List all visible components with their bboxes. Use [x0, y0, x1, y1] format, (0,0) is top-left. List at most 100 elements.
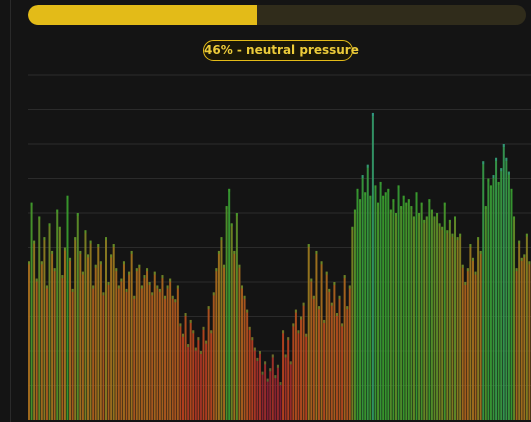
chart-bar [307, 244, 310, 420]
chart-bar [513, 216, 516, 420]
chart-bar-tip [202, 326, 205, 330]
chart-bar-tip [353, 209, 356, 213]
chart-bar-tip [266, 378, 269, 382]
chart-bar [146, 268, 149, 420]
chart-bar-tip [194, 347, 197, 351]
chart-bar [507, 171, 510, 420]
chart-bar [523, 254, 526, 420]
chart-bar-tip [199, 351, 202, 354]
chart-bar-tip [58, 226, 61, 230]
chart-bar [243, 295, 246, 420]
chart-bar-tip [515, 268, 518, 272]
chart-bar [189, 319, 192, 420]
chart-bar-tip [151, 292, 154, 296]
chart-bar [374, 185, 377, 420]
chart-bar [500, 168, 503, 420]
chart-bar-tip [81, 271, 84, 275]
chart-bar-tip [374, 185, 377, 189]
chart-bar-tip [174, 299, 177, 303]
chart-bar [405, 202, 408, 420]
chart-bar-tip [179, 323, 182, 327]
chart-bar-tip [153, 271, 156, 275]
chart-bar-tip [325, 271, 328, 275]
chart-bar-tip [412, 216, 415, 220]
chart-bar-tip [292, 323, 295, 327]
chart-bar [495, 157, 498, 421]
chart-bar [76, 213, 79, 420]
chart-bar-tip [30, 202, 33, 206]
chart-bar-tip [384, 192, 387, 196]
chart-bar-tip [430, 209, 433, 213]
chart-bar [323, 319, 326, 420]
chart-bar [469, 244, 472, 420]
chart-bar-tip [189, 319, 192, 323]
chart-bar [161, 275, 164, 420]
chart-bar [418, 213, 421, 420]
chart-bar-tip [297, 330, 300, 334]
chart-bar-tip [402, 195, 405, 199]
chart-bar [69, 257, 72, 420]
chart-bar [428, 199, 431, 420]
chart-bar [477, 237, 480, 420]
chart-bar [223, 264, 226, 420]
chart-bar [199, 351, 202, 420]
chart-bar-tip [495, 157, 498, 161]
chart-bar-tip [454, 216, 457, 220]
chart-bar-tip [328, 288, 331, 292]
chart-bar [351, 226, 354, 420]
chart-bar [184, 313, 187, 420]
chart-bar-tip [138, 264, 141, 268]
chart-bar [38, 216, 41, 420]
chart-bar-tip [169, 278, 172, 282]
chart-bar-tip [456, 237, 459, 241]
chart-bar [84, 230, 87, 420]
chart-bar [215, 268, 218, 420]
chart-bar-tip [471, 257, 474, 261]
chart-bar-tip [248, 326, 251, 330]
chart-bar-tip [40, 261, 43, 265]
chart-bar [328, 288, 331, 420]
chart-bar [525, 233, 528, 420]
chart-bar-tip [366, 164, 369, 168]
chart-bar-tip [459, 233, 462, 237]
chart-bar-tip [394, 213, 397, 216]
chart-bar [125, 288, 128, 420]
chart-bar [107, 282, 110, 420]
chart-bar-tip [130, 250, 133, 254]
chart-bar [346, 306, 349, 420]
chart-bar-tip [428, 199, 431, 203]
chart-bar-tip [256, 357, 259, 361]
chart-bar [341, 323, 344, 420]
chart-bar [464, 282, 467, 420]
chart-bar [63, 247, 66, 420]
chart-bar [110, 254, 113, 420]
chart-bar [382, 195, 385, 420]
chart-bar-tip [510, 188, 513, 192]
chart-bar [302, 302, 305, 420]
chart-bar [389, 209, 392, 420]
chart-bar-tip [505, 157, 508, 161]
chart-bar-tip [312, 295, 315, 299]
chart-bar [466, 268, 469, 420]
chart-bar-tip [120, 278, 123, 282]
chart-bar [394, 213, 397, 420]
chart-bar [256, 357, 259, 420]
chart-bar-tip [371, 112, 374, 116]
chart-bar-tip [284, 354, 287, 358]
chart-bar-tip [66, 195, 69, 199]
chart-bar [258, 351, 261, 420]
chart-bar [205, 340, 208, 420]
chart-bar-tip [307, 244, 310, 248]
chart-bar-tip [436, 213, 439, 216]
chart-bar [343, 275, 346, 420]
chart-bar-tip [461, 264, 464, 268]
chart-bar-tip [343, 275, 346, 279]
chart-bar-tip [387, 188, 390, 192]
chart-bar-tip [104, 237, 107, 241]
chart-bar-tip [335, 313, 338, 317]
chart-bar [133, 295, 136, 420]
chart-bar [528, 261, 531, 420]
chart-bar-tip [92, 285, 95, 289]
chart-bar-tip [176, 285, 179, 289]
